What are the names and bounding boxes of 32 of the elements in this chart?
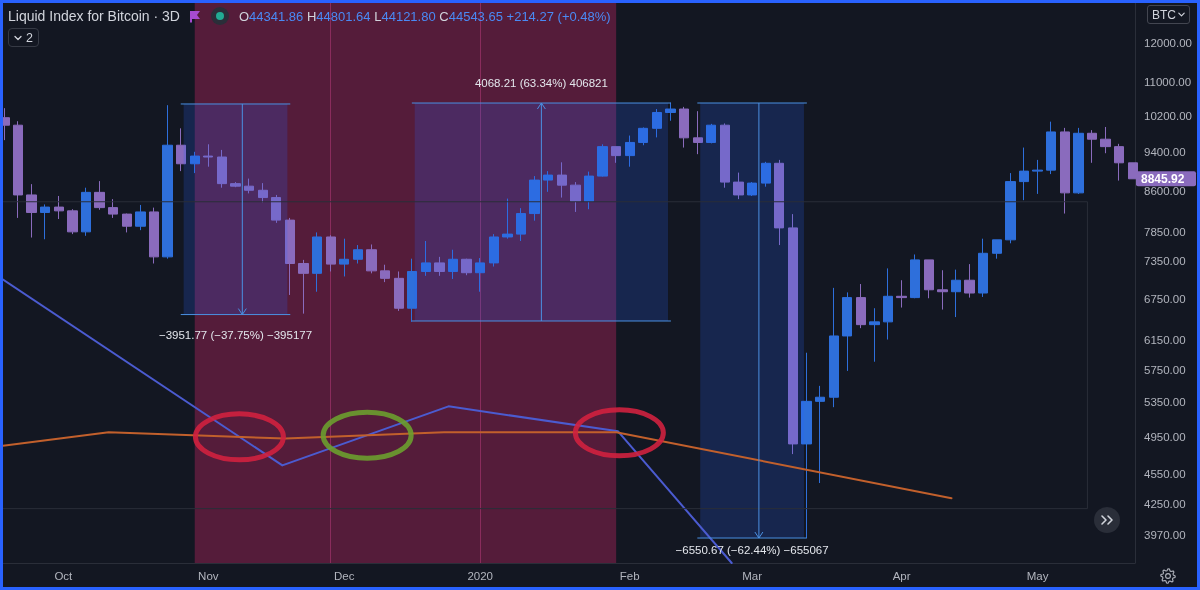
y-tick-label: 10200.00 bbox=[1144, 109, 1192, 122]
y-axis-title: BTC bbox=[1152, 7, 1176, 22]
y-tick-label: 9400.00 bbox=[1144, 145, 1186, 158]
x-tick-label: May bbox=[1026, 570, 1049, 582]
x-tick-label: Oct bbox=[54, 570, 74, 582]
x-tick-label: Apr bbox=[892, 570, 911, 582]
y-tick-label: 5750.00 bbox=[1144, 364, 1186, 377]
y-tick-label: 8600.00 bbox=[1144, 185, 1186, 198]
y-tick-label: 4550.00 bbox=[1144, 468, 1186, 481]
annotation: 2 bbox=[26, 30, 33, 45]
x-tick-label: Mar bbox=[742, 570, 763, 582]
y-tick-label: 3970.00 bbox=[1144, 528, 1186, 541]
y-tick-label: 7850.00 bbox=[1144, 225, 1186, 238]
y-tick-label: 6150.00 bbox=[1144, 334, 1186, 347]
x-tick-label: Feb bbox=[619, 570, 640, 582]
y-tick-label: 11000.00 bbox=[1144, 75, 1192, 88]
y-tick-label: 12000.00 bbox=[1144, 37, 1192, 50]
collapse-button: 2 bbox=[8, 28, 39, 47]
annotation: 8845.92 bbox=[1141, 171, 1185, 186]
x-tick-label: 2020 bbox=[467, 570, 494, 582]
y-tick-label: 4250.00 bbox=[1144, 498, 1186, 511]
x-tick-label: Dec bbox=[334, 570, 355, 582]
chart-title: Liquid Index for Bitcoin · 3D bbox=[8, 8, 180, 24]
y-tick-label: 6750.00 bbox=[1144, 292, 1186, 305]
annotation: 4068.21 (63.34%) 406821 bbox=[474, 77, 608, 90]
x-tick-label: Nov bbox=[198, 570, 219, 582]
y-tick-label: 4950.00 bbox=[1144, 430, 1186, 443]
dropdown-button: BTC bbox=[1147, 5, 1190, 24]
y-tick-label: 5350.00 bbox=[1144, 396, 1186, 409]
text: O44341.86 H44801.64 L44121.80 C44543.65 +214.27 (+0.48%) bbox=[238, 8, 611, 24]
y-tick-label: 7350.00 bbox=[1144, 255, 1186, 268]
annotation: −3951.77 (−37.75%) −395177 bbox=[158, 328, 313, 341]
